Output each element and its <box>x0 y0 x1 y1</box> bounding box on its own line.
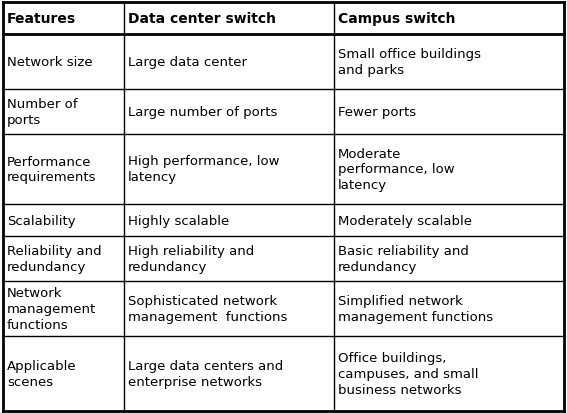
Text: Reliability and
redundancy: Reliability and redundancy <box>7 244 101 273</box>
Bar <box>124 336 334 411</box>
Bar <box>3 3 124 35</box>
Bar <box>334 90 564 135</box>
Bar <box>124 135 334 204</box>
Text: Basic reliability and
redundancy: Basic reliability and redundancy <box>338 244 469 273</box>
Bar <box>334 3 564 35</box>
Bar <box>124 281 334 336</box>
Text: Sophisticated network
management  functions: Sophisticated network management functio… <box>128 294 287 323</box>
Text: Office buildings,
campuses, and small
business networks: Office buildings, campuses, and small bu… <box>338 351 479 396</box>
Text: High performance, low
latency: High performance, low latency <box>128 155 280 184</box>
Text: Simplified network
management functions: Simplified network management functions <box>338 294 493 323</box>
Bar <box>3 35 124 90</box>
Text: Moderate
performance, low
latency: Moderate performance, low latency <box>338 147 455 192</box>
Bar <box>124 3 334 35</box>
Text: Large number of ports: Large number of ports <box>128 106 277 119</box>
Bar <box>124 90 334 135</box>
Bar <box>3 336 124 411</box>
Bar <box>3 135 124 204</box>
Text: Large data centers and
enterprise networks: Large data centers and enterprise networ… <box>128 359 284 388</box>
Text: Scalability: Scalability <box>7 214 75 227</box>
Text: Moderately scalable: Moderately scalable <box>338 214 472 227</box>
Bar <box>3 90 124 135</box>
Bar <box>3 236 124 281</box>
Bar <box>334 135 564 204</box>
Bar <box>3 204 124 236</box>
Text: Number of
ports: Number of ports <box>7 98 78 127</box>
Text: Small office buildings
and parks: Small office buildings and parks <box>338 48 481 77</box>
Bar <box>334 35 564 90</box>
Text: Highly scalable: Highly scalable <box>128 214 229 227</box>
Bar <box>124 35 334 90</box>
Bar <box>124 204 334 236</box>
Text: Campus switch: Campus switch <box>338 12 455 26</box>
Text: Data center switch: Data center switch <box>128 12 276 26</box>
Text: High reliability and
redundancy: High reliability and redundancy <box>128 244 254 273</box>
Text: Features: Features <box>7 12 76 26</box>
Bar <box>334 281 564 336</box>
Text: Network size: Network size <box>7 56 92 69</box>
Bar <box>3 281 124 336</box>
Text: Performance
requirements: Performance requirements <box>7 155 96 184</box>
Bar <box>334 204 564 236</box>
Bar <box>334 336 564 411</box>
Text: Network
management
functions: Network management functions <box>7 286 96 331</box>
Text: Fewer ports: Fewer ports <box>338 106 416 119</box>
Text: Applicable
scenes: Applicable scenes <box>7 359 77 388</box>
Bar <box>124 236 334 281</box>
Bar <box>334 236 564 281</box>
Text: Large data center: Large data center <box>128 56 247 69</box>
